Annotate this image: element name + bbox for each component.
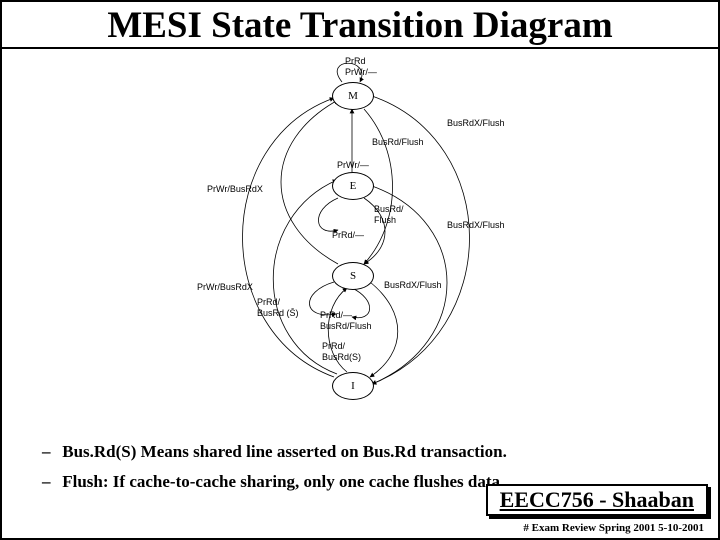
state-m: M [332,82,374,110]
footer-course-box: EECC756 - Shaaban [486,484,708,516]
footer-meta-line: # Exam Review Spring 2001 5-10-2001 [523,522,704,534]
bullet-1: – Bus.Rd(S) Means shared line asserted o… [42,442,682,462]
state-diagram: M E S I PrRd PrWr/— BusRdX/Flush BusRd/F… [2,52,720,432]
bullet-1-text: Bus.Rd(S) Means shared line asserted on … [62,442,507,461]
state-s: S [332,262,374,290]
slide: MESI State Transition Diagram [0,0,720,540]
bullet-2-text: Flush: If cache-to-cache sharing, only o… [62,472,504,491]
state-e: E [332,172,374,200]
dash-icon: – [42,442,58,462]
state-i: I [332,372,374,400]
dash-icon: – [42,472,58,492]
slide-title: MESI State Transition Diagram [2,4,718,49]
